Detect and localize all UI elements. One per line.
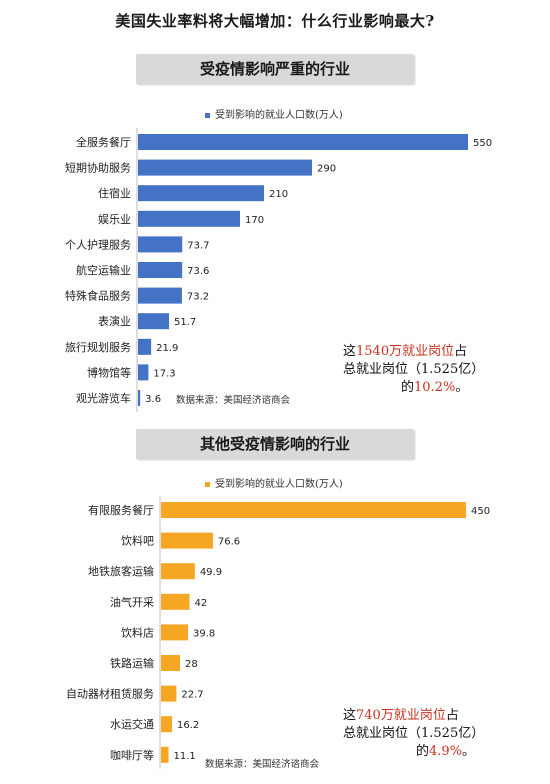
chart-1-category-label: 自动器材租赁服务 (66, 687, 154, 701)
chart-1-category-label: 饮料吧 (121, 534, 154, 548)
chart-1-bar (161, 655, 180, 671)
chart-1-category-label: 咖啡厅等 (110, 748, 154, 762)
bottom-annotation-line1: 这740万就业岗位占 (343, 708, 459, 723)
top-legend-swatch (205, 112, 210, 118)
top-source-note: 数据来源：美国经济谘商会 (176, 395, 291, 406)
bottom-legend: 受到影响的就业人口数(万人) (205, 475, 343, 490)
chart-1-value-label: 49.9 (200, 567, 222, 578)
chart-1-bar (161, 624, 188, 641)
bottom-legend-label: 受到影响的就业人口数(万人) (215, 479, 343, 490)
chart-1-bar (161, 563, 195, 580)
top-annotation-line1: 这1540万就业岗位占 (343, 344, 468, 359)
chart-0-bar (138, 287, 182, 304)
chart-0-value-label: 170 (245, 215, 264, 226)
chart-1-value-label: 22.7 (181, 690, 203, 701)
chart-1-category-label: 水运交通 (110, 717, 154, 731)
chart-0-bar (138, 236, 183, 253)
top-annotation: 这1540万就业岗位占 总就业岗位（1.525亿） 的10.2%。 (343, 343, 543, 397)
chart-1-value-label: 39.8 (193, 628, 215, 639)
chart-1-category-label: 有限服务餐厅 (88, 503, 154, 517)
chart-1-bar (161, 502, 466, 518)
chart-1-category-label: 铁路运输 (110, 656, 154, 670)
chart-1-value-label: 450 (471, 506, 490, 517)
chart-0-value-label: 210 (269, 189, 288, 200)
chart-0-bar (138, 262, 183, 278)
bottom-chart-title: 其他受疫情影响的行业 (136, 429, 414, 459)
bottom-source-note: 数据来源：美国经济谘商会 (205, 759, 320, 770)
chart-0-value-label: 21.9 (156, 343, 178, 354)
bottom-legend-swatch (205, 481, 210, 487)
chart-0-value-label: 17.3 (153, 368, 175, 379)
bottom-annotation-line3: 的4.9%。 (416, 744, 476, 759)
chart-1-value-label: 28 (185, 659, 198, 670)
chart-0-bar (138, 364, 149, 381)
chart-0-bar (138, 210, 240, 227)
chart-1-value-label: 16.2 (177, 720, 199, 731)
chart-0-bar (138, 390, 141, 406)
chart-1-bar (161, 746, 169, 763)
top-legend-label: 受到影响的就业人口数(万人) (215, 110, 343, 121)
chart-0-category-label: 博物馆等 (87, 365, 131, 379)
chart-0-category-label: 特殊食品服务 (65, 289, 131, 303)
chart-0-value-label: 73.7 (187, 240, 209, 251)
top-annotation-line2: 总就业岗位（1.525亿） (343, 362, 485, 377)
chart-1-value-label: 42 (194, 598, 207, 609)
chart-0-category-label: 住宿业 (98, 186, 131, 200)
bottom-annotation: 这740万就业岗位占 总就业岗位（1.525亿） 的4.9%。 (343, 707, 543, 761)
bottom-annotation-line2: 总就业岗位（1.525亿） (343, 726, 485, 741)
chart-0-bar (138, 185, 264, 202)
chart-0-category-label: 短期协助服务 (65, 161, 131, 175)
chart-0-value-label: 73.6 (187, 266, 209, 277)
chart-0-category-label: 个人护理服务 (65, 237, 131, 251)
chart-1-bar (161, 593, 190, 610)
chart-1-bar (161, 716, 172, 733)
main-title: 美国失业率料将大幅增加：什么行业影响最大? (115, 12, 435, 30)
chart-0-bar (138, 134, 468, 150)
chart-0-category-label: 旅行规划服务 (65, 340, 131, 354)
chart-1-bar (161, 532, 213, 549)
top-chart-title: 受疫情影响严重的行业 (136, 54, 414, 84)
chart-1-value-label: 11.1 (174, 751, 196, 762)
chart-1-category-label: 油气开采 (110, 595, 154, 609)
chart-0-value-label: 51.7 (174, 317, 196, 328)
chart-1-bar (161, 685, 177, 702)
chart-1-category-label: 地铁旅客运输 (88, 564, 154, 578)
top-legend: 受到影响的就业人口数(万人) (205, 106, 343, 121)
chart-0-category-label: 娱乐业 (98, 212, 131, 226)
chart-0-category-label: 表演业 (98, 314, 131, 328)
chart-0-value-label: 73.2 (187, 292, 209, 303)
top-annotation-line3: 的10.2%。 (401, 380, 469, 395)
chart-0-category-label: 观光游览车 (76, 391, 131, 405)
chart-1-value-label: 76.6 (218, 537, 240, 548)
chart-0-bar (138, 338, 152, 355)
chart-0-value-label: 3.6 (145, 394, 161, 405)
chart-0-value-label: 550 (473, 138, 492, 149)
chart-1-category-label: 饮料店 (121, 625, 154, 639)
chart-0-category-label: 全服务餐厅 (76, 135, 131, 149)
chart-0-bar (138, 313, 170, 330)
chart-0-category-label: 航空运输业 (76, 263, 131, 277)
chart-0-bar (138, 159, 312, 176)
chart-0-value-label: 290 (317, 164, 336, 175)
